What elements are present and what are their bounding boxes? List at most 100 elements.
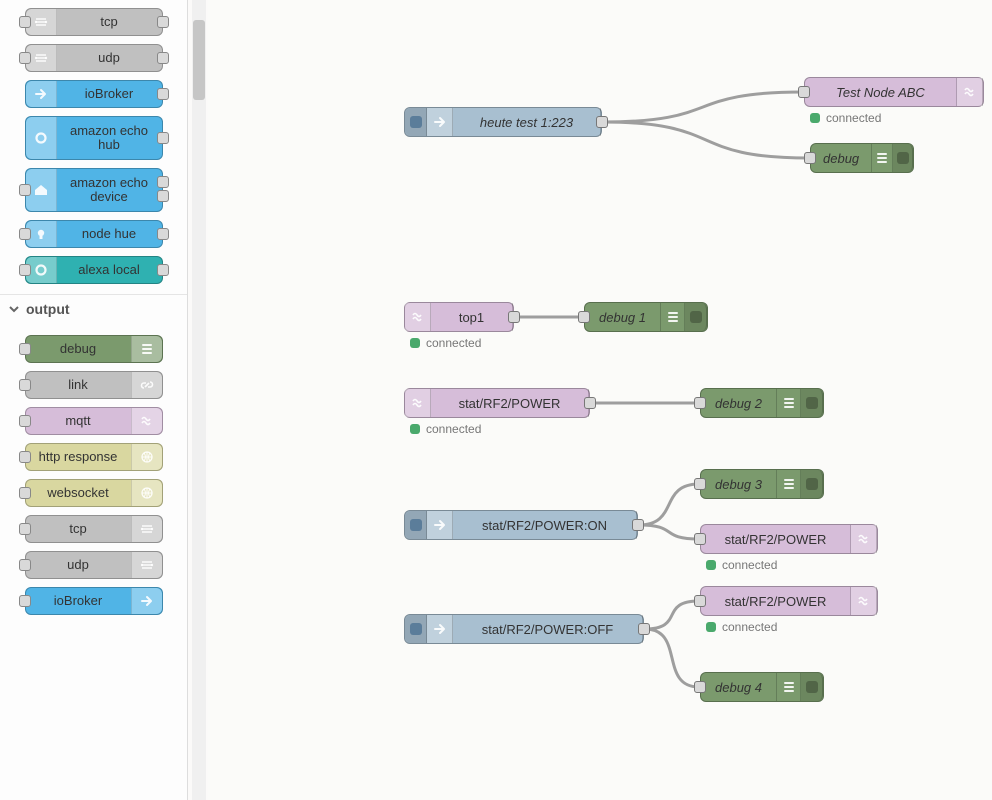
debug-toggle-button[interactable]: [801, 673, 823, 701]
node-port-in[interactable]: [694, 533, 706, 545]
flow-canvas[interactable]: heute test 1:223 Test Node ABC connected de…: [208, 0, 992, 800]
globe-icon: [131, 444, 162, 470]
palette-node-label: node hue: [57, 227, 162, 241]
palette-port: [19, 595, 31, 607]
flow-node-debug[interactable]: debug: [810, 143, 914, 173]
node-port-out[interactable]: [508, 311, 520, 323]
node-port-in[interactable]: [804, 152, 816, 164]
palette-node-link[interactable]: link: [25, 371, 163, 399]
palette-node-alexa-local[interactable]: alexa local: [25, 256, 163, 284]
flow-node-mqtt-out[interactable]: Test Node ABC: [804, 77, 984, 107]
wire[interactable]: [639, 484, 699, 525]
flow-node-mqtt-in[interactable]: top1: [404, 302, 514, 332]
node-port-out[interactable]: [632, 519, 644, 531]
palette-node-websocket[interactable]: websocket: [25, 479, 163, 507]
node-label: stat/RF2/POWER: [431, 389, 589, 417]
palette-node-node-hue[interactable]: node hue: [25, 220, 163, 248]
palette-port: [19, 228, 31, 240]
palette-node-udp[interactable]: udp: [25, 551, 163, 579]
flow-node-inject[interactable]: heute test 1:223: [404, 107, 602, 137]
palette-category-header[interactable]: output: [0, 294, 187, 325]
inject-button[interactable]: [405, 108, 427, 136]
flow-node-mqtt-out[interactable]: stat/RF2/POWER: [700, 586, 878, 616]
palette-port: [157, 176, 169, 188]
palette-node-http-response[interactable]: http response: [25, 443, 163, 471]
arrow-icon: [427, 615, 453, 643]
flow-node-debug[interactable]: debug 2: [700, 388, 824, 418]
node-label: heute test 1:223: [453, 108, 601, 136]
wave-icon: [405, 303, 431, 331]
node-port-in[interactable]: [694, 681, 706, 693]
palette-node-mqtt[interactable]: mqtt: [25, 407, 163, 435]
node-status: connected: [706, 558, 777, 572]
palette-port: [19, 559, 31, 571]
palette-node-label: ioBroker: [57, 87, 162, 101]
palette-node-label: link: [26, 378, 131, 392]
palette-node-udp[interactable]: udp: [25, 44, 163, 72]
net-icon: [131, 516, 162, 542]
palette-port: [157, 88, 169, 100]
palette-port: [19, 487, 31, 499]
inject-button[interactable]: [405, 615, 427, 643]
palette-scroll-thumb[interactable]: [193, 20, 205, 100]
flow-node-mqtt-in[interactable]: stat/RF2/POWER: [404, 388, 590, 418]
debug-toggle-button[interactable]: [801, 470, 823, 498]
wave-icon: [131, 408, 162, 434]
palette-port: [19, 415, 31, 427]
palette-top-group: tcp udp ioBroker amazon echo hub amazon echo…: [0, 8, 187, 284]
status-indicator-icon: [706, 560, 716, 570]
palette-node-amazon-echo-hub[interactable]: amazon echo hub: [25, 116, 163, 160]
palette-node-label: http response: [26, 450, 131, 464]
status-indicator-icon: [410, 338, 420, 348]
net-icon: [131, 552, 162, 578]
node-port-out[interactable]: [596, 116, 608, 128]
palette-node-tcp[interactable]: tcp: [25, 515, 163, 543]
node-status: connected: [410, 336, 481, 350]
node-label: debug 1: [585, 303, 661, 331]
wire[interactable]: [645, 629, 699, 687]
flow-node-inject[interactable]: stat/RF2/POWER:OFF: [404, 614, 644, 644]
wave-icon: [851, 525, 877, 553]
link-icon: [131, 372, 162, 398]
bars-icon: [661, 303, 685, 331]
status-indicator-icon: [410, 424, 420, 434]
node-port-in[interactable]: [694, 397, 706, 409]
flow-node-debug[interactable]: debug 3: [700, 469, 824, 499]
flow-node-inject[interactable]: stat/RF2/POWER:ON: [404, 510, 638, 540]
arrow-icon: [131, 588, 162, 614]
palette-scrollbar[interactable]: [192, 0, 206, 800]
node-label: top1: [431, 303, 513, 331]
inject-button[interactable]: [405, 511, 427, 539]
bars-icon: [777, 673, 801, 701]
node-label: debug 3: [701, 470, 777, 498]
debug-toggle-button[interactable]: [893, 144, 913, 172]
wire[interactable]: [639, 525, 699, 539]
palette-node-debug[interactable]: debug: [25, 335, 163, 363]
node-port-in[interactable]: [578, 311, 590, 323]
palette-port: [19, 343, 31, 355]
flow-node-mqtt-out[interactable]: stat/RF2/POWER: [700, 524, 878, 554]
node-label: Test Node ABC: [805, 78, 957, 106]
flow-node-debug[interactable]: debug 4: [700, 672, 824, 702]
node-label: debug: [811, 144, 872, 172]
debug-toggle-button[interactable]: [685, 303, 707, 331]
palette-node-label: udp: [26, 558, 131, 572]
wire[interactable]: [645, 601, 699, 629]
node-port-out[interactable]: [638, 623, 650, 635]
wave-icon: [405, 389, 431, 417]
node-port-in[interactable]: [798, 86, 810, 98]
palette-node-amazon-echo-device[interactable]: amazon echo device: [25, 168, 163, 212]
node-port-out[interactable]: [584, 397, 596, 409]
wire[interactable]: [603, 92, 803, 122]
palette-node-tcp[interactable]: tcp: [25, 8, 163, 36]
palette-node-ioBroker[interactable]: ioBroker: [25, 80, 163, 108]
palette-node-label: tcp: [57, 15, 162, 29]
palette-node-ioBroker[interactable]: ioBroker: [25, 587, 163, 615]
node-port-in[interactable]: [694, 595, 706, 607]
status-text: connected: [426, 422, 481, 436]
node-port-in[interactable]: [694, 478, 706, 490]
wire[interactable]: [603, 122, 809, 158]
debug-toggle-button[interactable]: [801, 389, 823, 417]
flow-node-debug[interactable]: debug 1: [584, 302, 708, 332]
palette-port: [19, 451, 31, 463]
